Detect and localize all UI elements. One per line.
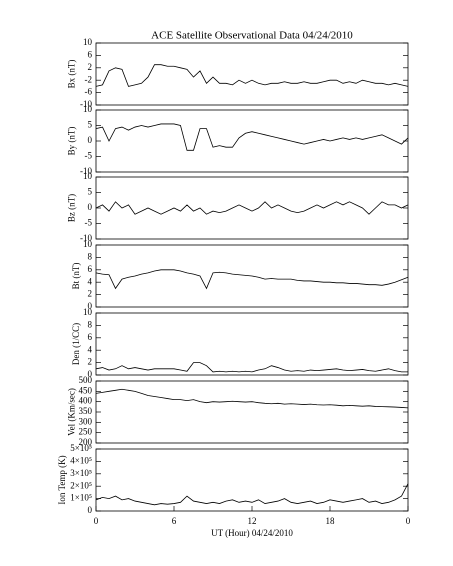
data-line	[95, 388, 409, 409]
y-tick-label: 8	[88, 251, 93, 261]
y-tick-label: -10	[80, 233, 92, 243]
y-tick-label: 10	[83, 37, 93, 47]
y-tick-label: 350	[79, 406, 93, 416]
y-tick-label: 0	[88, 202, 93, 212]
y-axis-label: Den (1/CC)	[71, 323, 81, 365]
y-tick-label: 4	[88, 344, 93, 354]
data-line	[95, 362, 408, 373]
y-tick-label: 2×10⁵	[70, 480, 92, 490]
plot-frame	[95, 380, 409, 444]
data-line	[95, 483, 409, 506]
plot-frame	[95, 109, 409, 173]
plot-frame	[95, 176, 409, 240]
chart-title: ACE Satellite Observational Data 04/24/2…	[151, 30, 353, 42]
y-tick-label: 0	[88, 135, 93, 145]
y-tick-label: 300	[79, 416, 93, 426]
y-tick-label: 0	[88, 369, 93, 379]
y-axis-label: Vel (Km/sec)	[66, 388, 76, 436]
plot-frame	[95, 42, 409, 106]
y-tick-label: 2	[88, 357, 93, 367]
y-tick-label: 250	[79, 427, 93, 437]
y-tick-label: 200	[79, 437, 93, 447]
y-tick-label: -10	[80, 166, 92, 176]
y-tick-label: 6	[88, 332, 93, 342]
y-tick-label: -5	[85, 218, 93, 228]
y-tick-label: 1×10⁵	[70, 493, 92, 503]
plot-frame	[95, 448, 409, 512]
y-tick-label: 2	[88, 62, 93, 72]
y-tick-label: 10	[83, 171, 93, 181]
x-tick-label: 18	[326, 516, 336, 526]
y-tick-label: 0	[88, 505, 93, 515]
x-axis-label: UT (Hour) 04/24/2010	[211, 528, 293, 538]
x-tick-label: 0	[94, 516, 99, 526]
y-tick-label: 10	[83, 239, 93, 249]
y-tick-label: 6	[88, 49, 93, 59]
y-tick-label: -6	[85, 87, 93, 97]
y-axis-label: Bz (nT)	[66, 194, 76, 222]
y-tick-label: -5	[85, 151, 93, 161]
y-tick-label: 6	[88, 264, 93, 274]
y-tick-label: 5×10⁵	[70, 443, 92, 453]
y-tick-label: 10	[83, 307, 93, 317]
y-tick-label: -10	[80, 99, 92, 109]
x-tick-label: 0	[406, 516, 411, 526]
y-tick-label: 4×10⁵	[70, 455, 92, 465]
y-tick-label: 2	[88, 289, 93, 299]
y-tick-label: 4	[88, 276, 93, 286]
y-tick-label: 0	[88, 301, 93, 311]
y-tick-label: 3×10⁵	[70, 468, 92, 478]
y-tick-label: 5	[88, 120, 93, 130]
y-axis-label: Ion Temp (K)	[57, 455, 67, 504]
y-axis-label: By (nT)	[66, 127, 76, 156]
x-tick-label: 12	[248, 516, 257, 526]
y-axis-label: Bt (nT)	[71, 263, 81, 290]
data-line	[95, 201, 409, 215]
plot-frame	[95, 244, 409, 308]
data-line	[95, 123, 409, 151]
y-tick-label: 5	[88, 187, 93, 197]
y-tick-label: 8	[88, 319, 93, 329]
y-tick-label: 400	[79, 396, 93, 406]
plot-frame	[95, 312, 409, 376]
y-tick-label: 450	[79, 385, 93, 395]
data-line	[95, 64, 409, 87]
x-tick-label: 6	[172, 516, 177, 526]
y-tick-label: 500	[79, 375, 93, 385]
y-tick-label: -2	[85, 74, 93, 84]
y-axis-label: Bx (nT)	[66, 60, 76, 89]
data-line	[95, 269, 409, 290]
y-tick-label: 10	[83, 104, 93, 114]
